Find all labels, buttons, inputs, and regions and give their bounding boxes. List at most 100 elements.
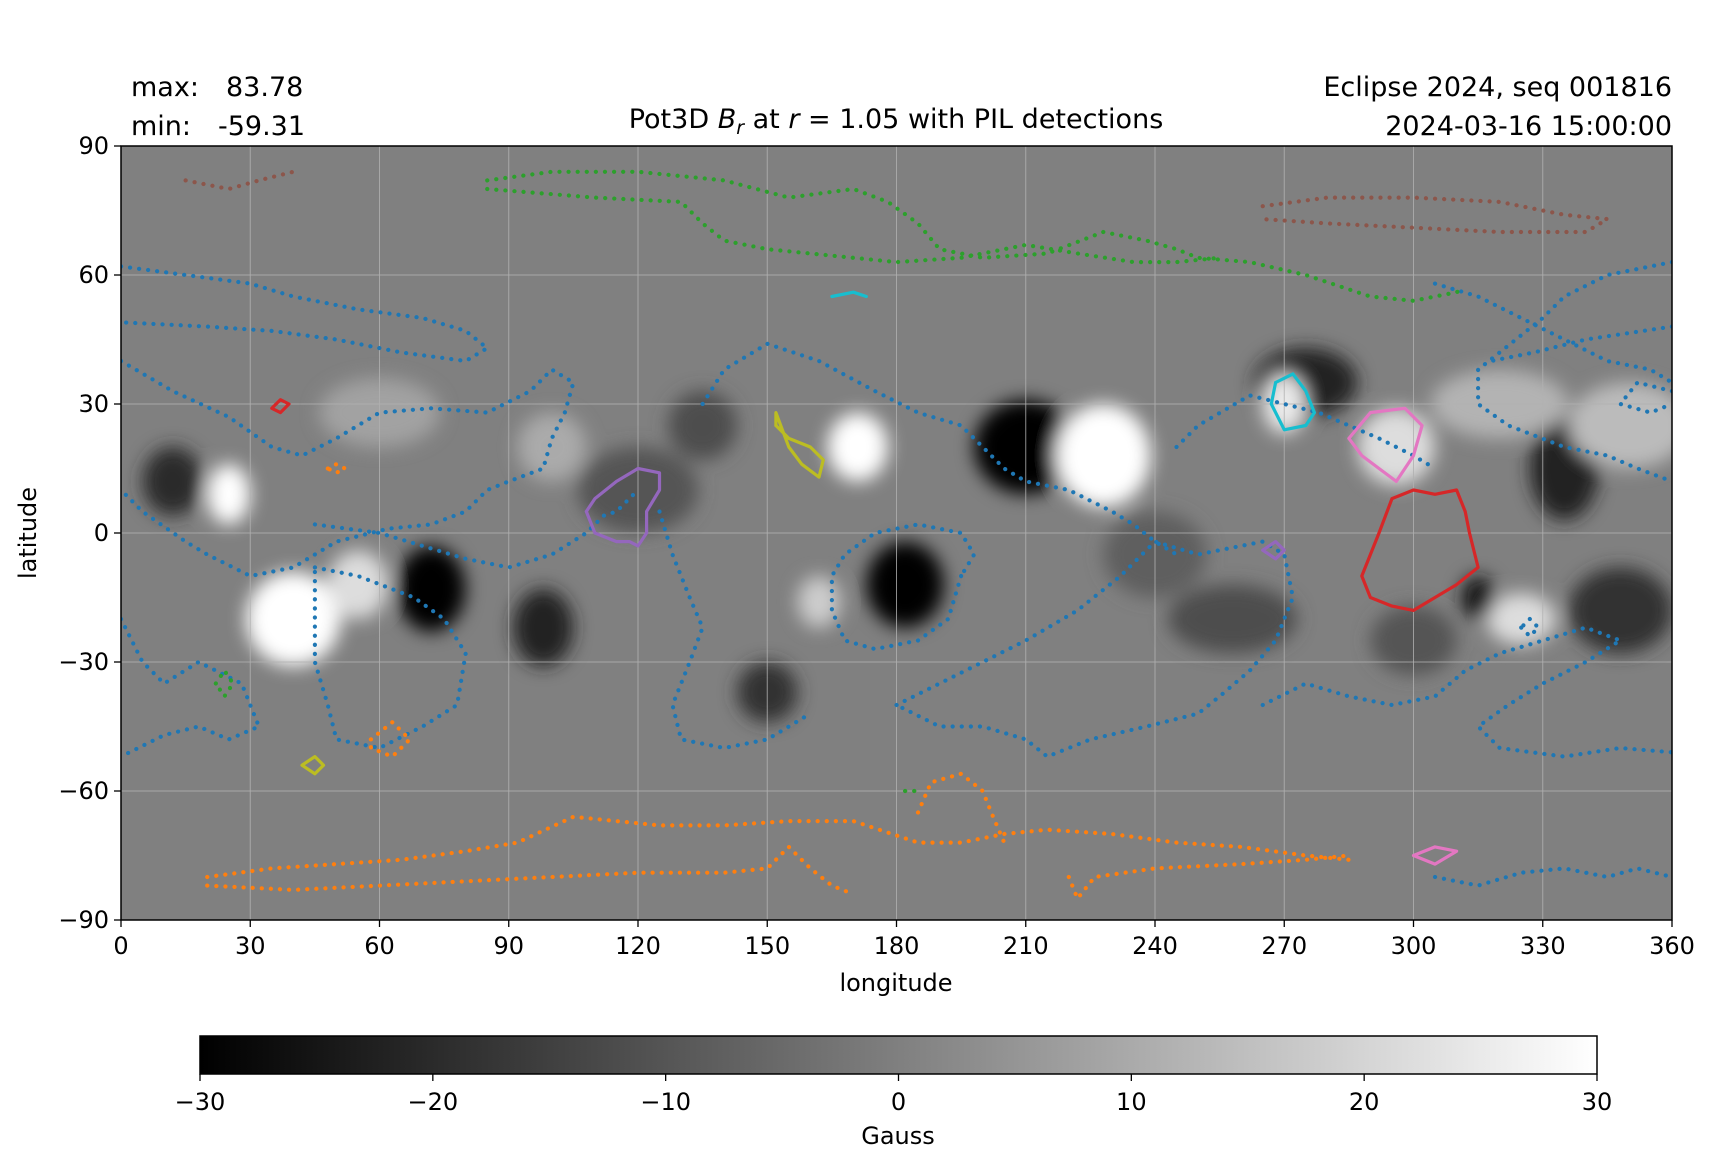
pil-contour bbox=[1360, 488, 1480, 612]
pil-contour bbox=[774, 411, 825, 479]
x-tick-label: 210 bbox=[1003, 932, 1049, 960]
pil-contour bbox=[485, 186, 1222, 265]
pil-contour bbox=[1432, 866, 1672, 888]
colorbar-tick-label: 30 bbox=[1582, 1088, 1613, 1116]
pil-contour bbox=[270, 398, 291, 415]
grid-lines bbox=[121, 146, 1672, 920]
colorbar-ticks: −30 −20 −10 0 10 20 30 bbox=[175, 1074, 1613, 1116]
dataset-label: Eclipse 2024, seq 001816 bbox=[1323, 72, 1672, 103]
pil-contour bbox=[213, 668, 236, 699]
field-blob bbox=[866, 541, 944, 628]
x-tick-label: 120 bbox=[615, 932, 661, 960]
colorbar-tick-label: −10 bbox=[640, 1088, 691, 1116]
pil-contour bbox=[1261, 540, 1286, 561]
pil-contour bbox=[205, 814, 1351, 880]
pil-contour bbox=[1432, 281, 1672, 385]
field-blob bbox=[1486, 593, 1556, 645]
x-tick-label: 240 bbox=[1132, 932, 1178, 960]
x-axis-label: longitude bbox=[839, 969, 952, 997]
pil-contour bbox=[915, 771, 1007, 845]
pil-contour bbox=[121, 264, 490, 364]
field-blob bbox=[142, 447, 203, 516]
pil-contour bbox=[1476, 260, 1672, 484]
field-blob bbox=[827, 412, 888, 482]
colorbar-label: Gauss bbox=[861, 1122, 935, 1150]
pil-contour bbox=[584, 466, 662, 548]
pil-contour bbox=[368, 720, 412, 759]
x-tick-label: 330 bbox=[1520, 932, 1566, 960]
field-blob bbox=[668, 391, 738, 460]
field-blob bbox=[1568, 382, 1672, 469]
x-tick-label: 0 bbox=[113, 932, 128, 960]
field-blob bbox=[1167, 584, 1298, 654]
field-blob bbox=[396, 545, 466, 632]
pil-contour bbox=[1066, 853, 1351, 901]
x-tick-label: 30 bbox=[235, 932, 266, 960]
y-axis-ticks: −90 −60 −30 0 30 60 90 bbox=[58, 132, 121, 934]
colorbar-gradient bbox=[199, 1035, 1598, 1075]
x-tick-label: 90 bbox=[493, 932, 524, 960]
pil-contour bbox=[830, 290, 868, 299]
colorbar: −30 −20 −10 0 10 20 30 Gauss bbox=[175, 1035, 1613, 1150]
pil-contour bbox=[121, 358, 576, 579]
pil-contour bbox=[1347, 406, 1424, 483]
colorbar-tick-label: 10 bbox=[1116, 1088, 1147, 1116]
max-value: 83.78 bbox=[226, 72, 303, 103]
x-axis-ticks: 0 30 60 90 120 150 180 210 240 270 300 330 360 bbox=[113, 920, 1695, 960]
min-label: min: bbox=[131, 111, 191, 142]
y-tick-label: −60 bbox=[58, 777, 109, 805]
y-tick-label: 90 bbox=[78, 132, 109, 160]
x-tick-label: 360 bbox=[1649, 932, 1695, 960]
pil-contour bbox=[312, 487, 641, 570]
x-tick-label: 270 bbox=[1261, 932, 1307, 960]
field-blob bbox=[1055, 404, 1151, 508]
x-tick-label: 180 bbox=[874, 932, 920, 960]
y-tick-label: 30 bbox=[78, 390, 109, 418]
field-blob bbox=[245, 571, 341, 667]
y-tick-label: 0 bbox=[94, 519, 109, 547]
x-tick-label: 300 bbox=[1391, 932, 1437, 960]
min-value: -59.31 bbox=[218, 111, 305, 142]
pil-contour bbox=[894, 539, 1295, 759]
colorbar-tick-label: −30 bbox=[175, 1088, 226, 1116]
chart-title: Pot3D Br at r = 1.05 with PIL detections bbox=[629, 104, 1164, 139]
y-axis-label: latitude bbox=[14, 487, 42, 579]
field-blob bbox=[517, 412, 587, 482]
pil-contour bbox=[829, 522, 977, 652]
pil-contour bbox=[657, 509, 813, 751]
field-blob bbox=[513, 588, 574, 667]
colorbar-tick-label: 20 bbox=[1349, 1088, 1380, 1116]
field-blob bbox=[1568, 567, 1672, 654]
pil-contour bbox=[1269, 372, 1316, 432]
pil-contour bbox=[325, 462, 348, 475]
pil-contour bbox=[1260, 195, 1610, 235]
pil-contour bbox=[1519, 616, 1541, 639]
colorbar-tick-label: 0 bbox=[891, 1088, 906, 1116]
pil-contour bbox=[312, 565, 468, 751]
colorbar-tick-label: −20 bbox=[408, 1088, 459, 1116]
pil-contour bbox=[485, 169, 1468, 303]
pil-contour bbox=[1618, 380, 1672, 415]
pil-detections bbox=[121, 169, 1672, 901]
x-tick-label: 150 bbox=[744, 932, 790, 960]
timestamp-label: 2024-03-16 15:00:00 bbox=[1385, 111, 1672, 142]
field-blob bbox=[797, 576, 841, 628]
pil-contour bbox=[205, 844, 856, 897]
field-blob bbox=[207, 464, 251, 525]
field-blob bbox=[1460, 576, 1496, 619]
y-tick-label: 60 bbox=[78, 261, 109, 289]
y-tick-label: −90 bbox=[58, 906, 109, 934]
pil-contour bbox=[121, 616, 261, 759]
plot-area bbox=[120, 145, 1673, 921]
field-map bbox=[142, 348, 1672, 723]
pil-contour bbox=[300, 755, 326, 776]
pil-contour bbox=[1411, 845, 1459, 866]
field-blob bbox=[327, 550, 389, 619]
pil-contour bbox=[700, 341, 1179, 557]
y-tick-label: −30 bbox=[58, 648, 109, 676]
max-label: max: bbox=[131, 72, 199, 103]
x-tick-label: 60 bbox=[364, 932, 395, 960]
pil-contour bbox=[1488, 324, 1672, 364]
pil-contour bbox=[183, 169, 296, 192]
